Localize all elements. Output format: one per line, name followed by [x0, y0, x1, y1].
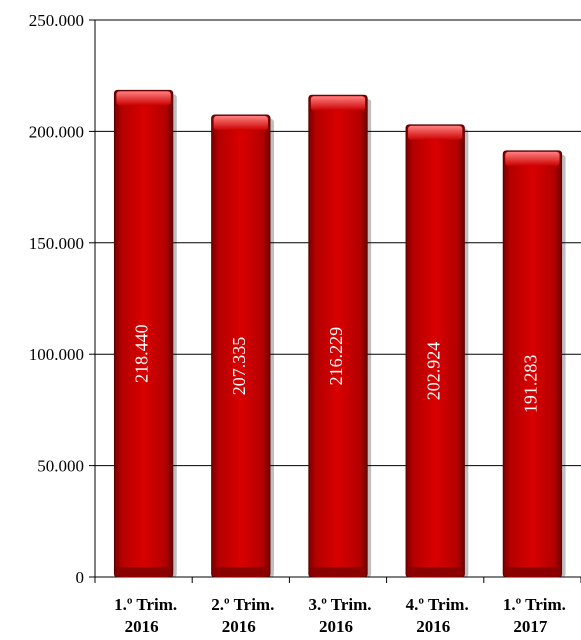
bar-bottom-bevel — [213, 567, 268, 576]
bar-value-label: 191.283 — [521, 355, 541, 414]
y-tick-label: 150.000 — [29, 234, 84, 253]
y-tick-label: 100.000 — [29, 345, 84, 364]
bar-top-bevel — [505, 151, 560, 166]
x-tick-label-year: 2016 — [222, 617, 256, 635]
y-tick-label: 250.000 — [29, 11, 84, 30]
bar-bottom-bevel — [408, 567, 463, 576]
bar-top-bevel — [310, 96, 366, 111]
bar — [405, 124, 465, 578]
bars — [113, 89, 566, 578]
y-tick-label: 0 — [76, 568, 85, 587]
bar-value-label: 218.440 — [132, 324, 152, 383]
bar — [113, 89, 174, 578]
x-tick-label: 2.º Trim. — [211, 595, 274, 614]
x-tick-label: 1.º Trim. — [503, 595, 566, 614]
bar — [308, 94, 368, 578]
x-tick-label: 3.º Trim. — [308, 595, 371, 614]
bar — [211, 114, 271, 578]
bar-top-bevel — [408, 125, 463, 140]
bar-value-label: 202.924 — [423, 342, 443, 401]
bar-bottom-bevel — [310, 567, 366, 576]
x-tick-label-year: 2016 — [125, 617, 159, 635]
x-tick-label-year: 2017 — [513, 617, 548, 635]
bar-top-bevel — [116, 91, 171, 106]
bar-top-bevel — [213, 116, 268, 131]
bar-bottom-bevel — [505, 567, 560, 576]
bar-bottom-bevel — [116, 567, 171, 576]
axes: 0 50.000 100.000 150.000 200.000 250.000 — [29, 11, 581, 587]
bar — [502, 150, 563, 578]
labels: 218.440 1.º Trim. 2016 207.335 2.º Trim. 2016… — [114, 324, 566, 636]
x-tick-label-year: 2016 — [319, 617, 353, 635]
bar-value-label: 216.229 — [326, 327, 346, 386]
bar-value-label: 207.335 — [229, 337, 249, 396]
x-tick-label: 4.º Trim. — [406, 595, 469, 614]
y-tick-label: 200.000 — [29, 122, 84, 141]
y-tick-label: 50.000 — [37, 457, 84, 476]
x-tick-label: 1.º Trim. — [114, 595, 177, 614]
x-tick-label-year: 2016 — [416, 617, 450, 635]
